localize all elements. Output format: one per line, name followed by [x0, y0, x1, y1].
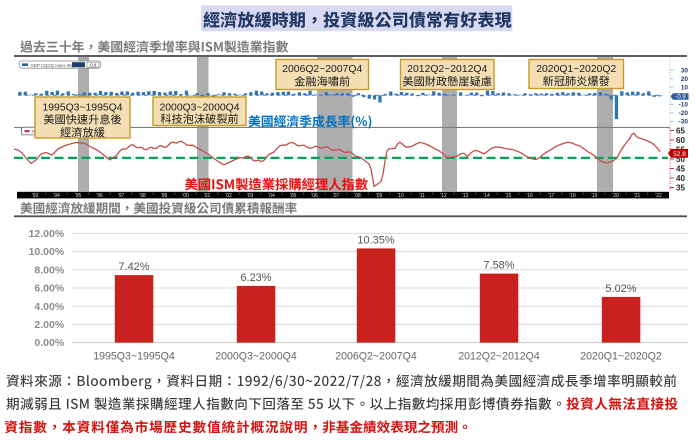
svg-text:2006Q2~2007Q4: 2006Q2~2007Q4 — [282, 64, 362, 75]
svg-text:-10: -10 — [679, 102, 689, 109]
svg-text:'19: '19 — [591, 193, 598, 199]
svg-text:'21: '21 — [634, 193, 641, 199]
svg-text:2.00%: 2.00% — [34, 319, 64, 331]
svg-text:'13: '13 — [462, 193, 469, 199]
svg-text:'97: '97 — [118, 193, 125, 199]
svg-text:'99: '99 — [161, 193, 168, 199]
svg-text:-0.9: -0.9 — [89, 62, 97, 67]
svg-text:'01: '01 — [204, 193, 211, 199]
svg-text:-0.9: -0.9 — [675, 95, 686, 101]
svg-text:0.00%: 0.00% — [34, 337, 64, 349]
svg-text:'18: '18 — [569, 193, 576, 199]
svg-text:'95: '95 — [75, 193, 82, 199]
svg-text:'17: '17 — [548, 193, 555, 199]
svg-text:12.00%: 12.00% — [29, 228, 65, 240]
svg-text:65: 65 — [676, 126, 685, 135]
svg-text:'20: '20 — [612, 193, 619, 199]
svg-text:'02: '02 — [225, 193, 232, 199]
svg-text:2012Q2~2012Q4: 2012Q2~2012Q4 — [458, 350, 540, 362]
svg-text:'16: '16 — [526, 193, 533, 199]
svg-text:20: 20 — [681, 76, 689, 83]
svg-text:2006Q2~2007Q4: 2006Q2~2007Q4 — [335, 350, 417, 362]
svg-text:1995Q3~1995Q4: 1995Q3~1995Q4 — [42, 102, 122, 113]
svg-text:10: 10 — [681, 84, 689, 91]
svg-text:35: 35 — [676, 183, 685, 192]
svg-text:7.58%: 7.58% — [483, 260, 514, 272]
svg-text:'22: '22 — [655, 193, 662, 199]
svg-text:1995Q3~1995Q4: 1995Q3~1995Q4 — [93, 350, 175, 362]
svg-text:40: 40 — [676, 174, 685, 183]
svg-text:-30: -30 — [679, 119, 689, 126]
svg-text:'04: '04 — [268, 193, 275, 199]
svg-text:'96: '96 — [96, 193, 103, 199]
svg-text:8.00%: 8.00% — [34, 264, 64, 276]
svg-text:'10: '10 — [397, 193, 404, 199]
svg-text:GDP CQOQ Index 96): GDP CQOQ Index 96) — [31, 63, 74, 68]
svg-text:45: 45 — [676, 164, 685, 173]
svg-text:'03: '03 — [247, 193, 254, 199]
svg-text:'11: '11 — [419, 193, 425, 199]
svg-text:30: 30 — [681, 67, 689, 74]
svg-text:7.42%: 7.42% — [118, 261, 149, 273]
svg-text:50: 50 — [676, 155, 685, 164]
svg-text:'93: '93 — [32, 193, 39, 199]
svg-text:'94: '94 — [53, 193, 60, 199]
svg-text:52.8: 52.8 — [673, 151, 686, 158]
svg-text:'15: '15 — [505, 193, 512, 199]
svg-text:2012Q2~2012Q4: 2012Q2~2012Q4 — [407, 64, 487, 75]
svg-text:'00: '00 — [182, 193, 189, 199]
svg-text:4.00%: 4.00% — [34, 301, 64, 313]
svg-text:'98: '98 — [139, 193, 146, 199]
svg-text:60: 60 — [676, 136, 685, 145]
svg-text:-20: -20 — [679, 110, 689, 117]
svg-text:2020Q1~2020Q2: 2020Q1~2020Q2 — [536, 64, 616, 75]
svg-text:2000Q3~2000Q4: 2000Q3~2000Q4 — [215, 350, 297, 362]
svg-text:'12: '12 — [440, 193, 447, 199]
svg-text:'08: '08 — [354, 193, 361, 199]
svg-text:'05: '05 — [290, 193, 297, 199]
svg-text:10.35%: 10.35% — [357, 234, 395, 246]
svg-text:'14: '14 — [483, 193, 490, 199]
svg-text:2020Q1~2020Q2: 2020Q1~2020Q2 — [580, 350, 662, 362]
svg-text:6.23%: 6.23% — [240, 272, 271, 284]
svg-text:5.02%: 5.02% — [605, 283, 636, 295]
svg-text:'07: '07 — [333, 193, 340, 199]
svg-text:2000Q3~2000Q4: 2000Q3~2000Q4 — [159, 102, 239, 113]
svg-text:'09: '09 — [376, 193, 383, 199]
svg-text:10.00%: 10.00% — [29, 246, 65, 258]
svg-text:'06: '06 — [311, 193, 318, 199]
svg-text:6.00%: 6.00% — [34, 283, 64, 295]
